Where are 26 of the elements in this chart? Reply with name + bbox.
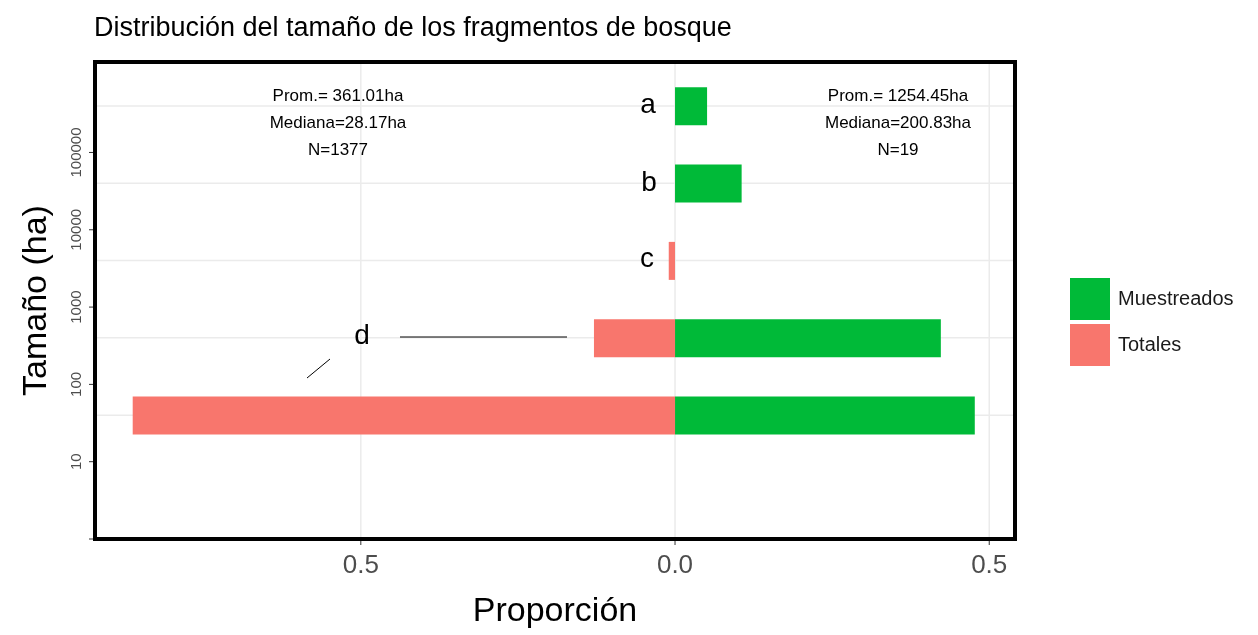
bar: [675, 164, 742, 203]
annotation: c: [639, 241, 655, 275]
annotation: Prom.= 1254.45ha Mediana=200.83ha N=19: [823, 85, 972, 161]
x-tick-label: 0.5: [342, 549, 379, 579]
bar: [675, 319, 941, 358]
y-tick-label: 10: [67, 453, 84, 471]
annotation: a: [639, 87, 657, 121]
annotation: d: [353, 318, 371, 352]
bar: [668, 241, 676, 280]
legend-label: Muestreados: [1118, 287, 1234, 310]
y-tick-label: 1000: [67, 290, 84, 324]
x-tick-label: 0.0: [656, 549, 694, 579]
x-tick-label: 0.5: [971, 549, 1008, 579]
y-axis-title: Tamaño (ha): [15, 205, 54, 396]
y-tick-label: 10000: [67, 208, 84, 251]
x-axis-title: Proporción: [472, 590, 638, 628]
annotation: Prom.= 361.01ha Mediana=28.17ha N=1377: [268, 85, 408, 161]
bar: [132, 396, 676, 435]
y-tick-label: 100000: [67, 127, 84, 178]
bar: [675, 87, 708, 126]
annotation: b: [640, 165, 658, 199]
legend-label: Totales: [1118, 333, 1182, 356]
y-tick-label: 100: [67, 371, 84, 397]
bar: [593, 319, 676, 358]
bar: [675, 396, 975, 435]
chart-title: Distribución del tamaño de los fragmentos de bosque: [94, 12, 732, 43]
